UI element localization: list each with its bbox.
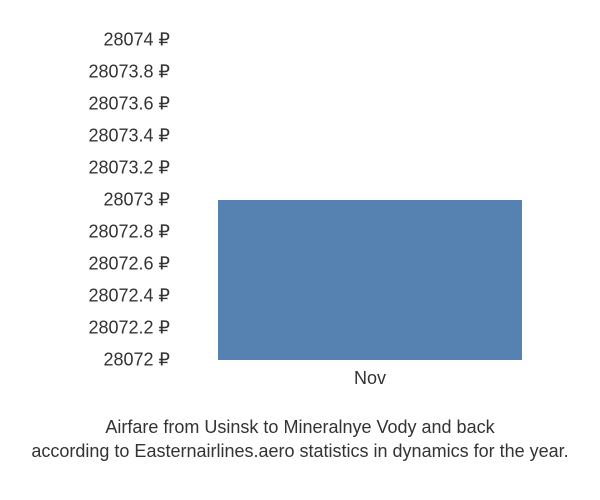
bar xyxy=(218,200,522,360)
y-tick-label: 28074 ₽ xyxy=(103,30,180,51)
y-tick-label: 28072.2 ₽ xyxy=(88,318,180,339)
plot-area: 28074 ₽28073.8 ₽28073.6 ₽28073.4 ₽28073.… xyxy=(180,40,560,360)
x-tick-label: Nov xyxy=(354,360,386,389)
y-tick-label: 28072.8 ₽ xyxy=(88,222,180,243)
caption-line-1: Airfare from Usinsk to Mineralnye Vody a… xyxy=(0,415,600,439)
y-tick-label: 28073.2 ₽ xyxy=(88,158,180,179)
y-tick-label: 28072.6 ₽ xyxy=(88,254,180,275)
airfare-bar-chart: 28074 ₽ 28073.8 ₽ 28073.6 ₽ 28073.4 ₽ 28073.… xyxy=(0,0,600,500)
caption-line-2: according to Easternairlines.aero statis… xyxy=(0,439,600,463)
chart-caption: Airfare from Usinsk to Mineralnye Vody a… xyxy=(0,415,600,464)
y-tick-label: 28072 ₽ xyxy=(103,350,180,371)
y-tick-label: 28073.4 ₽ xyxy=(88,126,180,147)
y-tick-label: 28073.8 ₽ xyxy=(88,62,180,83)
y-tick-label: 28073.6 ₽ xyxy=(88,94,180,115)
y-tick-label: 28072.4 ₽ xyxy=(88,286,180,307)
y-tick-label: 28073 ₽ xyxy=(103,190,180,211)
